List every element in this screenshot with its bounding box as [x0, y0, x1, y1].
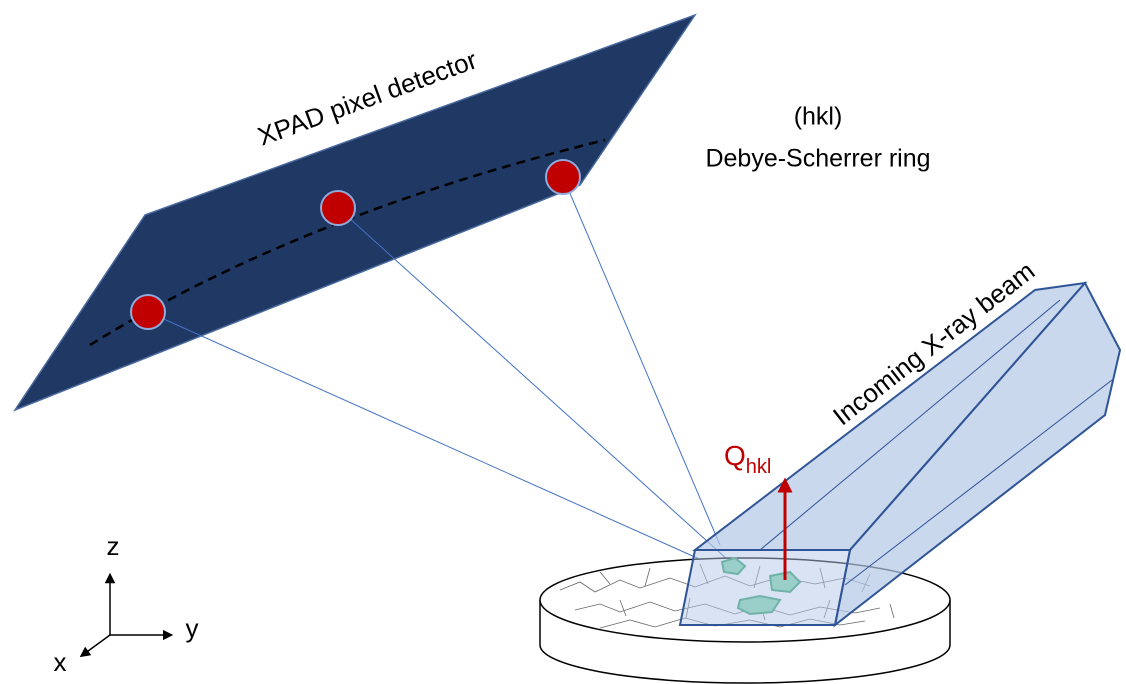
spot — [320, 190, 356, 226]
beam-edge — [844, 379, 1113, 586]
y-label: y — [186, 613, 199, 643]
ray — [562, 176, 721, 546]
x-axis — [79, 634, 111, 658]
spot — [545, 159, 581, 195]
q-label: Qhkl — [724, 440, 771, 478]
diffracted-rays — [147, 176, 736, 576]
ray — [337, 207, 729, 561]
spot — [130, 294, 166, 330]
x-label: x — [54, 647, 67, 677]
ray — [147, 311, 736, 576]
z-label: z — [107, 531, 120, 561]
x-ray-beam — [678, 281, 1122, 628]
spots — [130, 159, 581, 330]
ring-curve — [89, 138, 606, 347]
ring-hkl-label: (hkl) — [794, 103, 843, 131]
q-subscript: hkl — [746, 456, 772, 478]
beam-end — [678, 549, 852, 626]
q-symbol: Q — [724, 440, 746, 471]
beam-edge — [759, 299, 1061, 551]
axes — [79, 572, 174, 658]
ring-label: Debye-Scherrer ring — [705, 145, 930, 173]
